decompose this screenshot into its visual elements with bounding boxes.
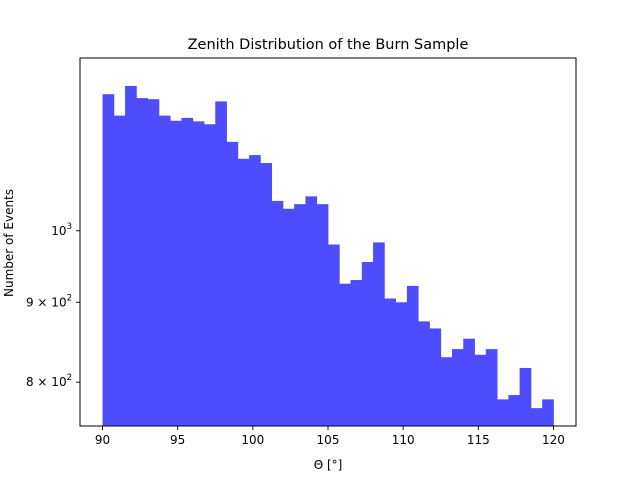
- x-tick-label: 105: [317, 433, 340, 447]
- histogram-bar: [147, 99, 160, 426]
- x-axis-label: Θ [°]: [314, 458, 343, 472]
- histogram-bar: [429, 328, 442, 426]
- histogram-bar: [170, 120, 182, 426]
- y-axis: 8 × 102 9 × 102 103: [26, 222, 80, 389]
- histogram-bar: [463, 338, 475, 426]
- histogram-bar: [102, 94, 115, 426]
- histogram-bar: [418, 321, 430, 426]
- histogram-bar: [237, 158, 250, 426]
- histogram-bar: [294, 204, 306, 426]
- histogram-bar: [316, 204, 329, 426]
- histogram-bar: [260, 163, 273, 427]
- histogram-bar: [204, 124, 216, 426]
- y-axis-label: Number of Events: [2, 189, 16, 297]
- histogram-bar: [215, 101, 227, 426]
- histogram-bar: [282, 208, 295, 426]
- histogram-bar: [384, 298, 397, 426]
- y-tick-label: 8 × 102: [26, 373, 72, 389]
- x-tick-label: 90: [95, 433, 110, 447]
- x-tick-label: 110: [392, 433, 415, 447]
- chart-title: Zenith Distribution of the Burn Sample: [188, 37, 469, 53]
- histogram-bar: [406, 285, 419, 426]
- histogram-bar: [485, 349, 498, 426]
- histogram-bar: [136, 98, 149, 426]
- histogram-bar: [395, 302, 408, 426]
- histogram-bar: [542, 399, 554, 426]
- histogram-bar: [440, 357, 453, 426]
- histogram-bar: [181, 117, 194, 427]
- histogram-bar: [249, 155, 261, 426]
- histogram-bar: [497, 399, 509, 426]
- histogram-bar: [474, 354, 487, 426]
- x-tick-label: 115: [467, 433, 490, 447]
- histogram-bar: [339, 283, 351, 426]
- histogram-bar: [271, 200, 284, 426]
- histogram-bar: [350, 280, 363, 426]
- histogram-bar: [192, 121, 205, 427]
- histogram-bar: [328, 244, 340, 426]
- y-tick-label: 9 × 102: [26, 293, 72, 309]
- histogram-bar: [452, 349, 464, 426]
- histogram-bar: [125, 85, 137, 427]
- histogram-bar: [158, 115, 171, 427]
- histogram-bar: [519, 367, 532, 426]
- histogram-bar: [226, 141, 239, 426]
- histogram-bar: [530, 408, 543, 426]
- histogram-bars: [102, 85, 554, 427]
- histogram-bar: [305, 196, 318, 426]
- x-tick-label: 95: [170, 433, 185, 447]
- histogram-bar: [361, 262, 374, 426]
- x-tick-label: 120: [542, 433, 565, 447]
- histogram-bar: [508, 395, 521, 426]
- x-axis: 90 95 100 105 110 115 120: [95, 426, 565, 447]
- histogram-bar: [373, 242, 385, 426]
- histogram-bar: [113, 115, 126, 427]
- x-tick-label: 100: [241, 433, 264, 447]
- y-tick-label: 103: [51, 222, 72, 238]
